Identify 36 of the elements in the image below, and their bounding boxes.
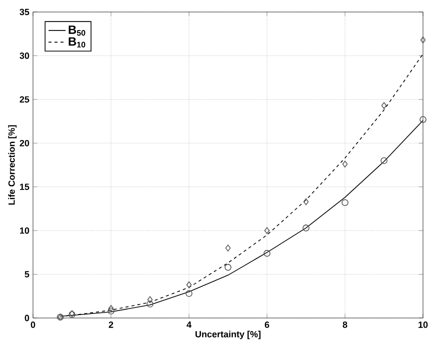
point [342, 199, 348, 206]
point [147, 296, 153, 304]
point [380, 157, 388, 164]
point [342, 160, 348, 168]
x-tick-label: 4 [186, 322, 192, 328]
y-tick-label: 5 [24, 271, 30, 278]
point [381, 102, 387, 109]
y-axis-title: Life Correction [%] [8, 125, 17, 205]
x-tick-label: 10 [418, 322, 428, 328]
x-tick-label: 6 [264, 322, 270, 328]
x-axis-title: Uncertainty [%] [196, 330, 260, 340]
point [420, 36, 426, 44]
point [108, 308, 114, 314]
point [225, 244, 231, 252]
y-tick-label: 0 [24, 314, 30, 322]
point [303, 198, 309, 206]
legend-label: B$_{10}$ [68, 37, 86, 48]
x-tick-label: 0 [30, 322, 36, 328]
point [264, 250, 270, 257]
x-tick-label: 2 [108, 322, 114, 328]
y-tick-label: 25 [20, 96, 30, 103]
y-tick-label: 15 [20, 184, 30, 190]
x-tick-label: 8 [342, 322, 348, 328]
point [186, 281, 192, 288]
y-tick-label: 30 [20, 52, 30, 59]
point [186, 290, 192, 297]
point [302, 224, 310, 232]
y-tick-label: 35 [20, 8, 30, 16]
y-tick-label: 10 [20, 227, 30, 234]
y-tick-label: 20 [20, 140, 30, 146]
point [420, 116, 426, 123]
point [264, 227, 270, 234]
legend-label: B$_{50}$ [68, 26, 86, 36]
point [146, 300, 154, 308]
point [224, 264, 232, 271]
point [108, 304, 114, 312]
